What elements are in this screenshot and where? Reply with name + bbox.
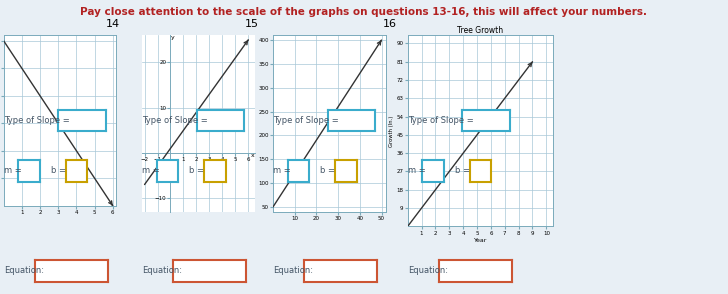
Text: b =: b = [455,166,470,175]
Text: Equation:: Equation: [142,266,182,275]
Text: Equation:: Equation: [4,266,44,275]
Text: x: x [251,153,255,158]
Text: Type of Slope =: Type of Slope = [273,116,339,125]
Text: m =: m = [142,166,159,175]
Text: 16: 16 [383,19,397,29]
Text: Type of Slope =: Type of Slope = [408,116,473,125]
Title: Tree Growth: Tree Growth [457,26,504,34]
Text: Type of Slope =: Type of Slope = [142,116,207,125]
Text: m =: m = [4,166,21,175]
Text: b =: b = [189,166,205,175]
Text: m =: m = [408,166,425,175]
Text: y: y [170,35,174,40]
Text: b =: b = [51,166,66,175]
Text: Equation:: Equation: [273,266,313,275]
Text: 14: 14 [106,19,120,29]
Text: m =: m = [273,166,290,175]
Text: 15: 15 [245,19,258,29]
Y-axis label: Growth (In.): Growth (In.) [389,115,394,146]
Text: Pay close attention to the scale of the graphs on questions 13-16, this will aff: Pay close attention to the scale of the … [81,7,647,17]
Text: Equation:: Equation: [408,266,448,275]
Text: b =: b = [320,166,336,175]
X-axis label: Year: Year [474,238,487,243]
Text: Type of Slope =: Type of Slope = [4,116,69,125]
